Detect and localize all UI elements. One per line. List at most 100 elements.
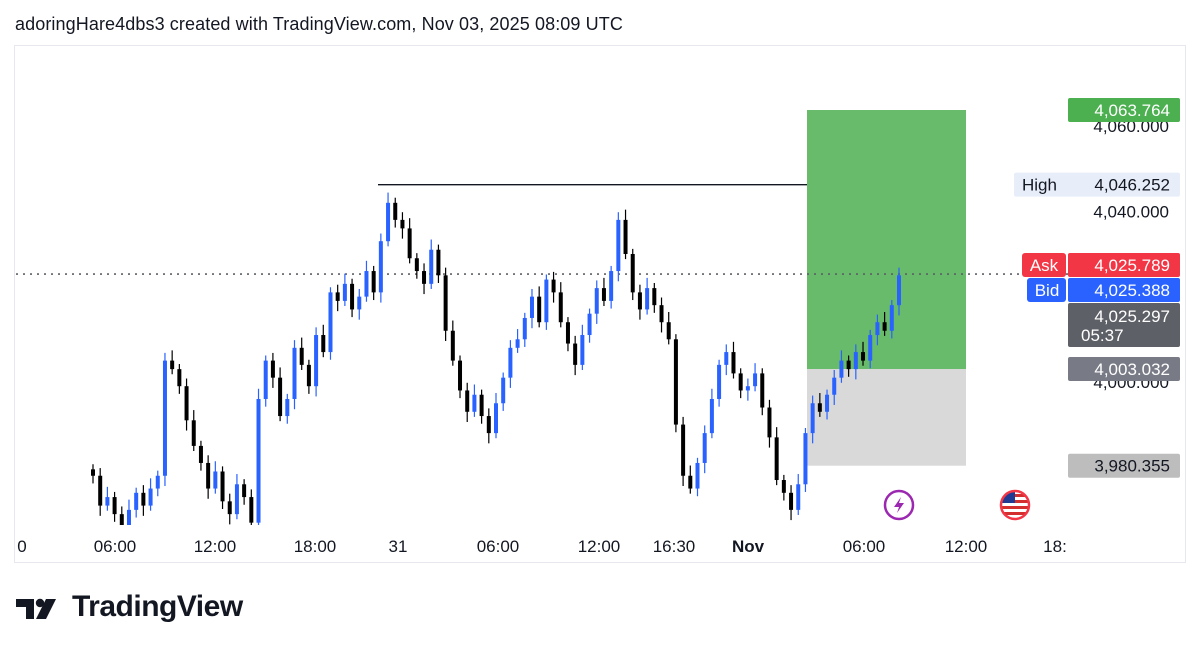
candle[interactable] [846,355,851,377]
candle[interactable] [515,329,520,353]
candle[interactable] [371,265,376,301]
candle[interactable] [659,297,664,333]
candle[interactable] [645,277,650,315]
candle[interactable] [465,382,470,423]
candle[interactable] [184,378,189,431]
candle[interactable] [601,277,606,307]
candle[interactable] [306,359,311,394]
candle[interactable] [731,341,736,379]
candle[interactable] [436,244,441,283]
candle[interactable] [162,352,167,486]
candle[interactable] [760,368,765,416]
candle[interactable] [781,474,786,501]
candle[interactable] [112,491,117,522]
candle[interactable] [393,197,398,228]
high-price-label[interactable]: High 4,046.252 [1014,172,1180,197]
candle[interactable] [400,212,405,239]
candle[interactable] [695,457,700,497]
candle[interactable] [832,369,837,405]
candle[interactable] [299,337,304,370]
candle[interactable] [386,192,391,247]
candle[interactable] [141,485,146,516]
candle[interactable] [443,267,448,341]
candle[interactable] [681,416,686,486]
candle[interactable] [335,284,340,312]
candle[interactable] [897,267,901,316]
candle[interactable] [529,288,534,329]
candle[interactable] [616,212,621,282]
stop-price-label[interactable]: 3,980.355 [1068,453,1180,478]
candle[interactable] [767,399,772,448]
candle[interactable] [213,461,218,494]
bid-price-label[interactable]: Bid 4,025.388 [1027,277,1180,302]
candle[interactable] [206,455,211,499]
candle[interactable] [198,440,203,471]
ask-price-label[interactable]: Ask 4,025.789 [1022,252,1180,277]
candle[interactable] [825,389,830,420]
candle[interactable] [875,314,880,346]
candle[interactable] [364,260,369,302]
candle[interactable] [342,273,347,307]
candle[interactable] [803,427,808,492]
candle[interactable] [249,489,254,525]
candle[interactable] [551,271,556,303]
candle[interactable] [839,350,844,383]
candle[interactable] [580,324,585,370]
candle[interactable] [278,367,283,422]
candle[interactable] [817,393,822,417]
candle[interactable] [717,359,722,407]
candle[interactable] [673,334,678,433]
candle[interactable] [285,393,290,424]
candle[interactable] [688,465,693,494]
candle[interactable] [882,311,887,336]
candle[interactable] [868,329,873,369]
loss-zone[interactable] [807,369,966,466]
candle[interactable] [378,233,383,303]
candle[interactable] [256,388,261,525]
candle[interactable] [630,248,635,301]
candle[interactable] [702,425,707,474]
candle[interactable] [429,239,434,289]
candle[interactable] [270,352,275,388]
candle[interactable] [220,466,225,510]
candle[interactable] [861,341,866,366]
candle[interactable] [191,410,196,452]
candle[interactable] [126,499,131,525]
candle[interactable] [350,278,355,318]
candle[interactable] [170,350,175,375]
candle[interactable] [508,340,513,388]
candle[interactable] [357,288,362,320]
candle[interactable] [709,388,714,439]
candle[interactable] [263,355,268,407]
candle[interactable] [458,355,463,399]
candle[interactable] [321,324,326,358]
candle[interactable] [745,378,750,401]
candle[interactable] [789,485,794,521]
candle[interactable] [609,265,614,309]
candle[interactable] [450,320,455,366]
candle[interactable] [544,274,549,330]
candle[interactable] [314,327,319,397]
candle[interactable] [738,368,743,399]
candle[interactable] [177,364,182,394]
candle[interactable] [724,344,729,376]
candle[interactable] [558,282,563,328]
candle[interactable] [105,486,110,511]
candle[interactable] [155,470,160,497]
candle[interactable] [594,280,599,324]
candle[interactable] [414,253,419,279]
candle[interactable] [242,479,247,505]
candle[interactable] [486,408,491,444]
candle[interactable] [889,300,894,339]
entry-price-label[interactable]: 4,003.032 [1068,357,1180,381]
candle[interactable] [666,311,671,345]
tradingview-logo[interactable]: TradingView [16,590,243,624]
candle[interactable] [422,263,427,295]
candle[interactable] [292,340,297,410]
candle[interactable] [573,335,578,376]
candle[interactable] [501,372,506,411]
candle[interactable] [407,218,412,264]
candle[interactable] [537,286,542,328]
